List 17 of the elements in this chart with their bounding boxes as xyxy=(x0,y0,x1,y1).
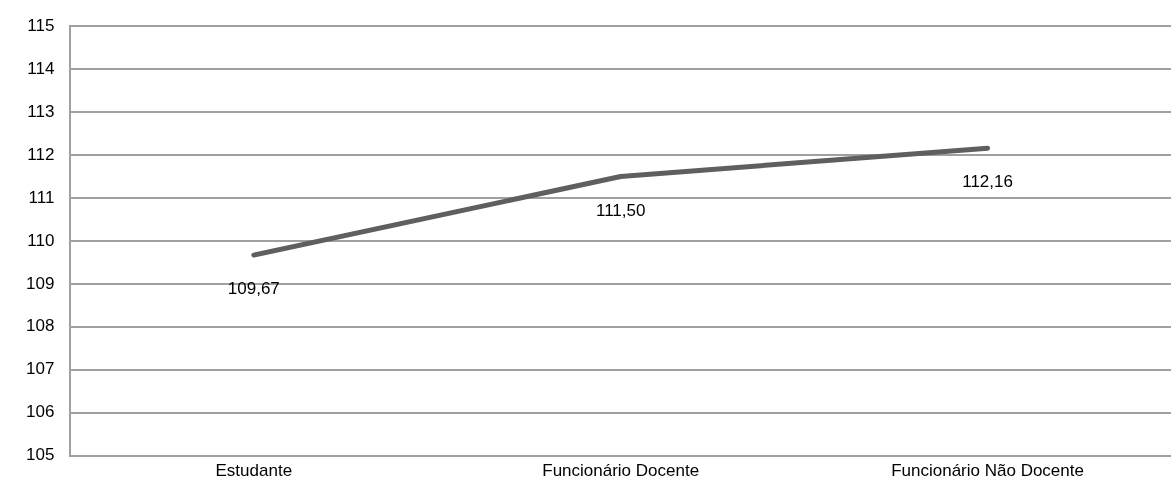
y-tick-label: 112 xyxy=(27,144,55,164)
y-tick-label: 109 xyxy=(25,273,55,293)
y-tick-label: 111 xyxy=(28,187,55,207)
x-tick-label: Estudante xyxy=(215,461,293,481)
y-tick-label: 107 xyxy=(25,359,55,379)
y-tick-label: 115 xyxy=(27,15,55,35)
x-tick-label: Funcionário Docente xyxy=(542,461,700,481)
y-tick-label: 108 xyxy=(25,316,55,336)
data-label: 111,50 xyxy=(595,200,646,220)
data-label: 109,67 xyxy=(227,279,280,299)
y-tick-label: 106 xyxy=(25,402,55,422)
x-tick-label: Funcionário Não Docente xyxy=(891,461,1084,481)
y-tick-label: 113 xyxy=(27,101,55,121)
data-label: 112,16 xyxy=(962,172,1013,192)
y-tick-label: 105 xyxy=(25,445,55,465)
y-tick-label: 110 xyxy=(27,230,55,250)
y-tick-label: 114 xyxy=(27,58,55,78)
